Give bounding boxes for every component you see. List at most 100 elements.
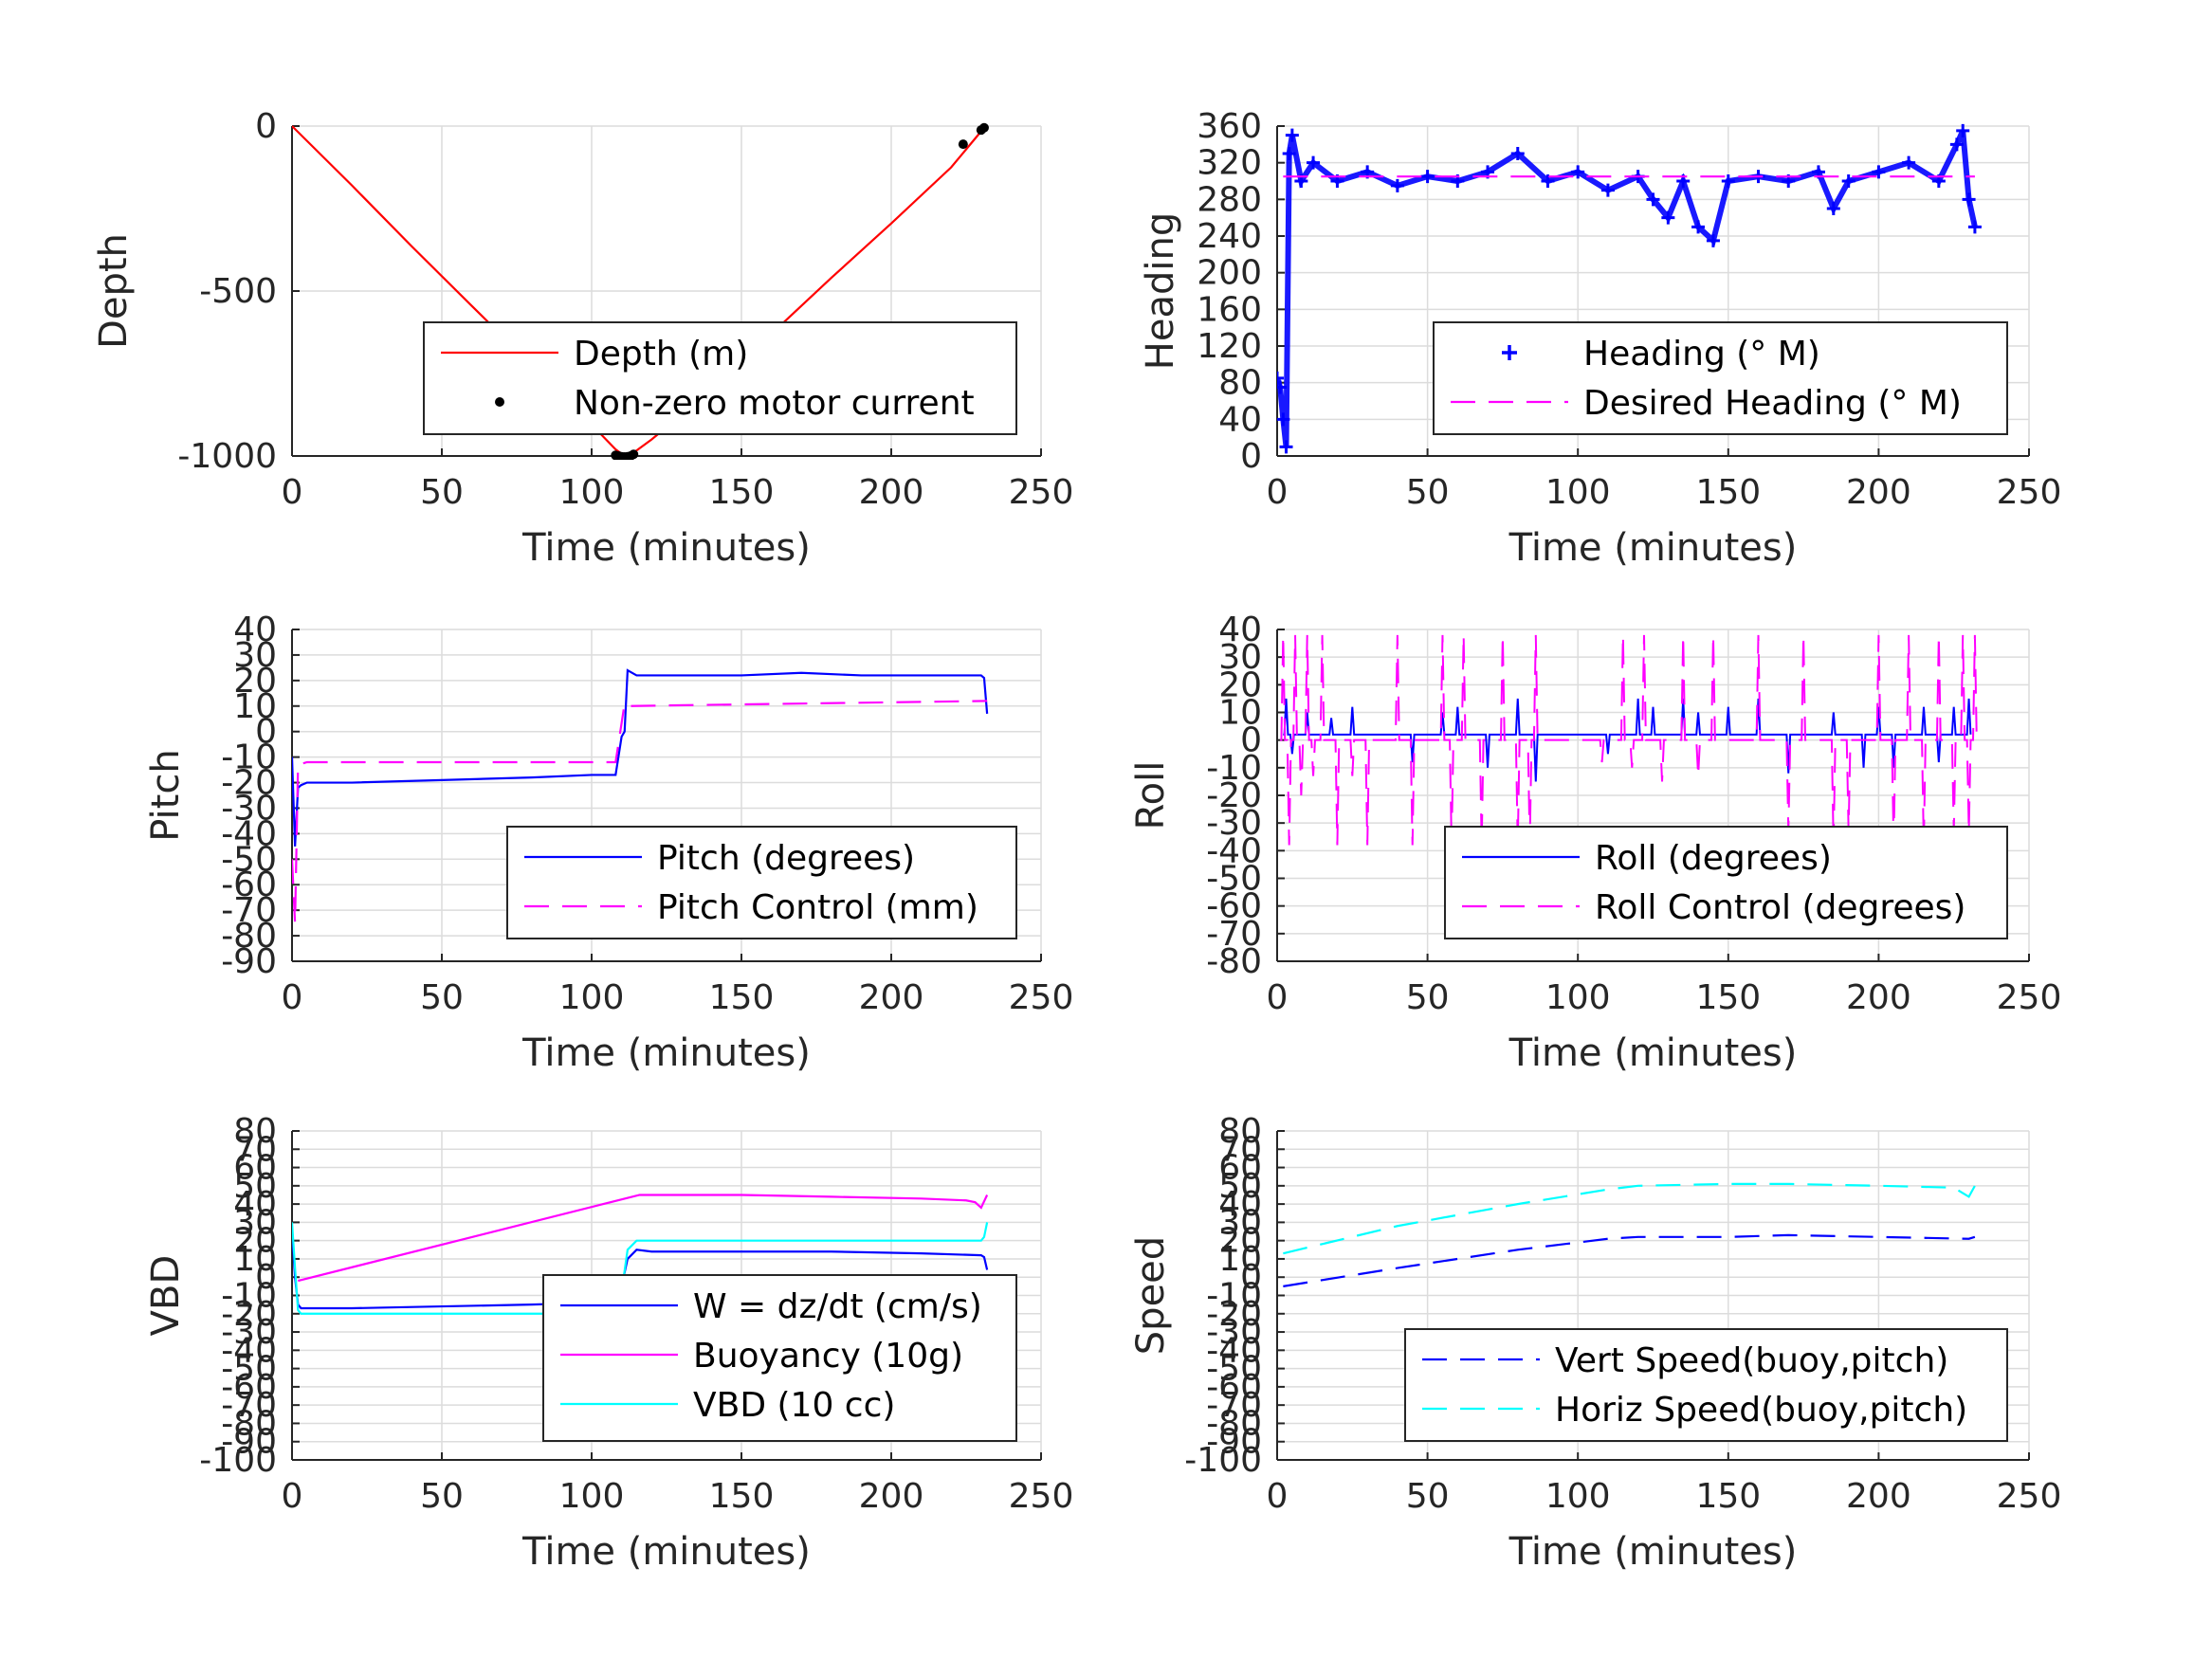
vbd-legend: W = dz/dt (cm/s) Buoyancy (10g) VBD (10 cc… [542,1274,1017,1442]
roll-legend-box [1444,826,2008,939]
pitch-ytick-label: 10 [233,687,277,726]
vbd-legend-box [542,1274,1017,1442]
speed-series-horiz-speed-buoy-pitch-line [1283,1182,1976,1255]
pitch-series-group [292,668,989,923]
depth-xtick-label: 200 [859,473,924,512]
roll-ytick-label: -60 [1206,887,1262,926]
depth-series-group [292,122,989,460]
heading-series-heading-m-marker [1706,233,1720,247]
heading-ytick-label: 240 [1197,217,1262,256]
heading-xtick-label: 250 [1997,473,2062,512]
roll-ytick-label: 40 [1218,611,1262,649]
speed-ytick-label: -20 [1206,1295,1262,1334]
roll-ytick-label: -50 [1206,860,1262,899]
heading-series-heading-m-marker [1646,192,1660,207]
vbd-xtick-label: 150 [709,1477,775,1516]
heading-legend-label: Desired Heading (° M) [1583,384,1962,423]
roll-xtick-label: 0 [1267,978,1289,1017]
heading-ytick-label: 200 [1197,254,1262,293]
pitch-ytick-label: -10 [221,738,277,777]
roll-ylabel: Roll [1129,761,1173,830]
heading-xtick-label: 100 [1545,473,1611,512]
vbd-ytick-label: 80 [233,1112,277,1151]
pitch-xlabel: Time (minutes) [521,1031,811,1075]
heading-series-heading-m-marker [1949,137,1964,152]
heading-series-heading-m-marker [1600,183,1615,197]
heading-xtick-label: 0 [1267,473,1289,512]
speed-ytick-label: -40 [1206,1331,1262,1370]
speed-legend-box [1404,1328,2008,1442]
roll-xtick-label: 200 [1846,978,1911,1017]
heading-series-heading-m-marker [1285,128,1299,142]
heading-ytick-label: 80 [1218,364,1262,403]
heading-legend-label: Heading (° M) [1583,335,1820,374]
roll-xtick-label: 100 [1545,978,1611,1017]
vbd-ytick-label: -60 [221,1368,277,1407]
speed-ylabel: Speed [1129,1236,1173,1355]
depth-xtick-label: 0 [282,473,303,512]
heading-series-heading-m-marker [1571,165,1585,179]
vbd-legend-label: W = dz/dt (cm/s) [693,1287,982,1326]
pitch-ytick-label: -70 [221,891,277,930]
pitch-chart: 0 50 100 150 200 250403020100-10-20-30-40-50-… [144,611,1073,1075]
speed-series-group [1283,1182,1976,1287]
vbd-ytick-label: 40 [233,1185,277,1224]
depth-legend: Depth (m) Non-zero motor current [423,321,1017,435]
vbd-ytick-label: -30 [221,1313,277,1352]
pitch-xtick-label: 100 [559,978,625,1017]
depth-series-non-zero-motor-current-point [978,122,989,133]
depth-series-non-zero-motor-current-point [629,449,639,460]
depth-series-non-zero-motor-current-point [958,139,968,150]
heading-ytick-label: 0 [1240,437,1262,476]
vbd-ytick-label: -90 [221,1423,277,1462]
roll-ytick-label: 0 [1240,721,1262,760]
roll-ytick-label: -30 [1206,804,1262,843]
speed-xtick-label: 250 [1997,1477,2062,1516]
speed-ytick-label: 10 [1218,1240,1262,1279]
pitch-ytick-label: 20 [233,662,277,701]
speed-series-vert-speed-buoy-pitch-line [1283,1233,1976,1287]
heading-series-heading-m-marker [1826,202,1840,215]
speed-ytick-label: -100 [1184,1441,1262,1480]
heading-series-heading-m-marker [1282,147,1296,160]
heading-series-heading-m-marker [1872,165,1886,179]
vbd-ytick-label: 0 [255,1258,277,1297]
speed-ytick-label: -30 [1206,1313,1262,1352]
heading-ytick-label: 280 [1197,180,1262,219]
depth-xtick-label: 250 [1009,473,1074,512]
heading-legend-marker [1502,345,1517,360]
pitch-legend-box [506,826,1017,939]
pitch-legend: Pitch (degrees) Pitch Control (mm) [506,826,1017,939]
heading-series-heading-m-marker [1277,380,1288,394]
heading-ytick-label: 120 [1197,327,1262,366]
roll-ytick-label: 10 [1218,694,1262,733]
vbd-xtick-label: 100 [559,1477,625,1516]
speed-ytick-label: 60 [1218,1149,1262,1188]
heading-series-heading-m-marker [1279,440,1293,454]
roll-chart: 0 50 100 150 200 250403020100-10-20-30-40-50-… [1129,611,2061,1075]
heading-ytick-label: 160 [1197,290,1262,329]
heading-xlabel: Time (minutes) [1508,526,1798,570]
roll-ytick-label: -40 [1206,831,1262,870]
speed-ytick-label: -70 [1206,1386,1262,1425]
roll-series-roll-degrees-line [1283,698,1972,782]
pitch-legend-label: Pitch (degrees) [657,839,915,878]
depth-chart: 0 50 100 150 200 250 0 -500 -1000 Time (minutes) D… [92,107,1073,570]
depth-ytick-label: -1000 [177,437,277,476]
vbd-ytick-label: -100 [199,1441,277,1480]
roll-ytick-label: -70 [1206,915,1262,954]
heading-series-heading-m-marker [1661,210,1675,225]
roll-ytick-label: -80 [1206,942,1262,981]
pitch-ytick-label: -30 [221,789,277,828]
heading-ytick-label: 360 [1197,107,1262,146]
depth-ytick-label: 0 [255,107,277,146]
speed-ytick-label: -50 [1206,1350,1262,1389]
vbd-xtick-label: 0 [282,1477,303,1516]
pitch-legend-label: Pitch Control (mm) [657,888,978,927]
roll-ytick-label: 20 [1218,665,1262,704]
heading-legend: Heading (° M) Desired Heading (° M) [1433,321,2008,435]
pitch-series-pitch-degrees-line [292,668,989,847]
speed-ytick-label: -60 [1206,1368,1262,1407]
heading-ylabel: Heading [1139,212,1182,370]
vbd-ytick-label: -20 [221,1295,277,1334]
